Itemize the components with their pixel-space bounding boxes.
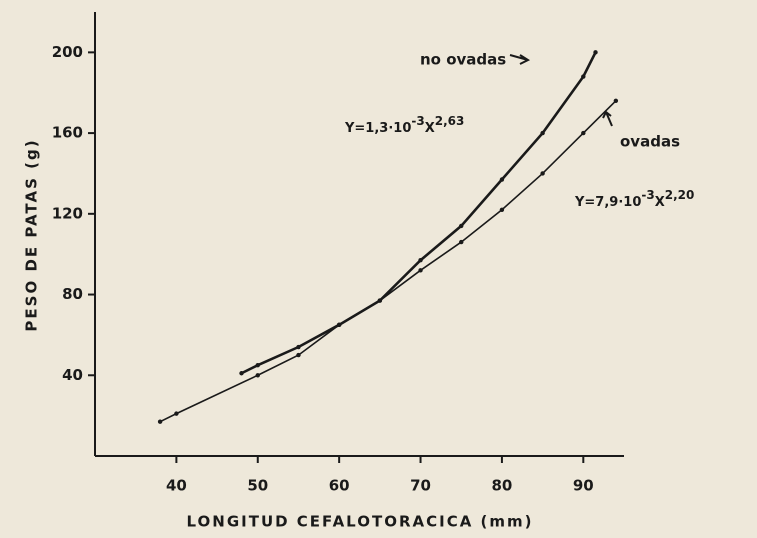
data-point [418, 268, 423, 273]
y-tick-label: 200 [52, 43, 83, 61]
series-label: no ovadas [420, 51, 506, 69]
data-point [499, 207, 505, 212]
equation-part: -3 [411, 114, 424, 128]
equation-part: Y=7,9·10 [574, 195, 641, 210]
data-point [581, 130, 586, 136]
data-point [581, 74, 586, 79]
data-point [157, 419, 163, 424]
x-axis-title: LONGITUD CEFALOTORACICA (mm) [186, 513, 533, 531]
data-point [239, 371, 244, 376]
data-point [418, 258, 423, 263]
equation-part: X [425, 121, 435, 136]
data-point [540, 130, 545, 136]
x-tick-label: 70 [410, 477, 431, 495]
data-point [593, 50, 598, 55]
data-point [613, 98, 619, 104]
y-tick-label: 160 [52, 124, 83, 142]
series-line [159, 100, 617, 423]
equation-part: 2,63 [435, 114, 465, 128]
arrow [509, 54, 531, 65]
y-tick-label: 40 [62, 366, 83, 384]
y-tick-label: 120 [52, 204, 83, 222]
equation-part: Y=1,3·10 [344, 121, 411, 136]
data-point [296, 352, 301, 358]
equation: Y=1,3·10-3X2,63 [344, 114, 464, 136]
data-point [255, 373, 260, 378]
data-point [336, 322, 342, 328]
equation-part: -3 [641, 188, 654, 202]
data-point [377, 298, 383, 303]
x-tick-label: 50 [247, 477, 268, 495]
data-point [499, 177, 505, 182]
data-point [459, 223, 464, 229]
data-point [174, 411, 179, 416]
equation: Y=7,9·10-3X2,20 [574, 188, 694, 210]
y-axis-title: PESO DE PATAS (g) [23, 138, 41, 331]
arrow [602, 110, 613, 127]
x-tick-label: 80 [491, 477, 512, 495]
equation-part: 2,20 [665, 188, 695, 202]
series-line [240, 51, 597, 375]
data-point [540, 171, 545, 176]
x-tick-label: 40 [166, 477, 187, 495]
y-tick-label: 80 [62, 285, 83, 303]
data-point [459, 239, 464, 245]
x-tick-label: 60 [329, 477, 350, 495]
series-label: ovadas [620, 133, 680, 151]
x-tick-label: 90 [573, 477, 594, 495]
data-point [296, 344, 301, 350]
data-point [255, 362, 260, 368]
equation-part: X [655, 195, 665, 210]
